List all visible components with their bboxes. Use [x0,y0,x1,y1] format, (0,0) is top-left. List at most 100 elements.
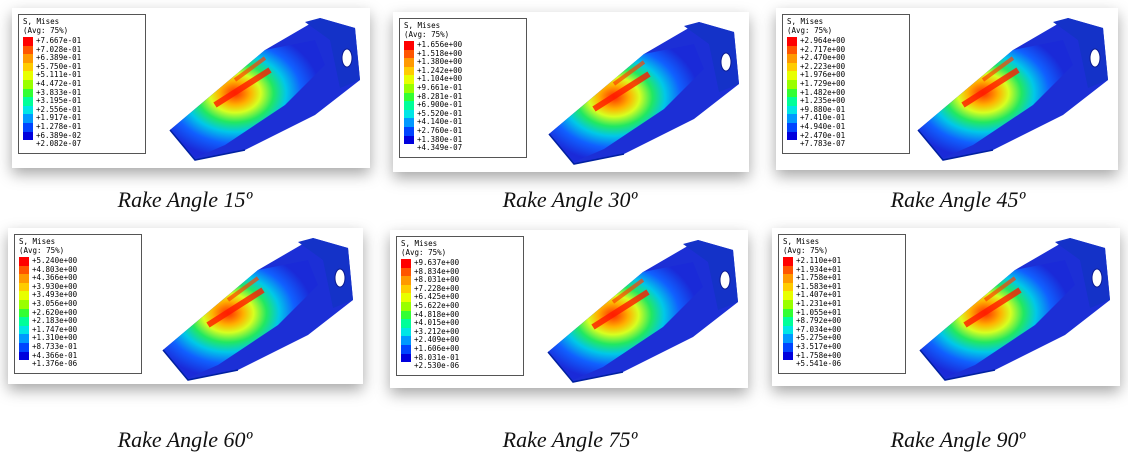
legend-swatch [783,334,793,343]
legend-swatch [783,360,793,369]
legend-swatch [401,311,411,320]
legend-swatch [401,336,411,345]
legend-swatch [19,317,29,326]
legend-swatch [401,319,411,328]
legend: S, Mises(Avg: 75%)+9.637e+00+8.834e+00+8… [396,236,524,376]
stress-contour-image [533,232,743,387]
legend-swatch [23,89,33,98]
legend-swatch [783,309,793,318]
legend-swatch [783,266,793,275]
legend-average: (Avg: 75%) [401,249,519,258]
legend-rows: +1.656e+00+1.518e+00+1.380e+00+1.242e+00… [404,41,522,153]
legend: S, Mises(Avg: 75%)+7.667e-01+7.028e-01+6… [18,14,146,154]
legend-swatch [19,274,29,283]
legend-average: (Avg: 75%) [404,31,522,40]
legend-swatch [787,54,797,63]
legend-swatch [787,132,797,141]
panel-card: S, Mises(Avg: 75%)+7.667e-01+7.028e-01+6… [12,8,370,168]
stress-contour-image [905,230,1115,385]
legend-swatch [23,106,33,115]
legend-swatch [23,80,33,89]
legend-swatch [19,300,29,309]
legend-swatch [783,274,793,283]
panel-card: S, Mises(Avg: 75%)+1.656e+00+1.518e+00+1… [393,12,749,172]
panel-card: S, Mises(Avg: 75%)+2.964e+00+2.717e+00+2… [776,8,1118,170]
legend-swatch [401,259,411,268]
legend-swatch [19,343,29,352]
figure: S, Mises(Avg: 75%)+7.667e-01+7.028e-01+6… [0,0,1128,457]
legend-value: +2.530e-06 [414,362,459,371]
legend-swatch [404,67,414,76]
legend-swatch [401,276,411,285]
stress-contour-image [148,230,358,385]
legend-swatch [401,285,411,294]
panel-card: S, Mises(Avg: 75%)+5.240e+00+4.803e+00+4… [8,228,363,384]
legend-rows: +2.964e+00+2.717e+00+2.470e+00+2.223e+00… [787,37,905,149]
legend-swatch [19,266,29,275]
legend-swatch [404,41,414,50]
legend-swatch [783,343,793,352]
legend-row: +1.376e-06 [19,360,137,369]
legend-row: +5.541e-06 [783,360,901,369]
caption: Rake Angle 30º [400,187,740,213]
legend-swatch [783,283,793,292]
legend-swatch [787,140,797,149]
legend-swatch [19,326,29,335]
legend-swatch [401,268,411,277]
legend-swatch [404,58,414,67]
legend-swatch [787,114,797,123]
legend-average: (Avg: 75%) [787,27,905,36]
legend-swatch [783,257,793,266]
legend-swatch [783,317,793,326]
legend-swatch [19,334,29,343]
legend-swatch [404,50,414,59]
legend-value: +7.783e-07 [800,140,845,149]
part-image [155,10,365,170]
legend-swatch [23,132,33,141]
legend-rows: +2.110e+01+1.934e+01+1.758e+01+1.583e+01… [783,257,901,369]
legend-swatch [401,302,411,311]
caption: Rake Angle 75º [400,427,740,453]
legend-swatch [401,328,411,337]
legend-row: +2.530e-06 [401,362,519,371]
panel-card: S, Mises(Avg: 75%)+2.110e+01+1.934e+01+1… [772,228,1120,386]
legend-row: +4.349e-07 [404,144,522,153]
legend-swatch [783,352,793,361]
caption: Rake Angle 15º [15,187,355,213]
legend-swatch [787,89,797,98]
legend-swatch [19,257,29,266]
legend-swatch [787,46,797,55]
legend-swatch [787,63,797,72]
legend-swatch [787,106,797,115]
legend-swatch [404,118,414,127]
part-image [534,14,744,174]
legend-swatch [401,345,411,354]
legend-swatch [783,291,793,300]
legend-swatch [401,362,411,371]
legend-swatch [23,97,33,106]
part-image [148,230,358,390]
stress-contour-image [155,10,365,165]
legend-rows: +9.637e+00+8.834e+00+8.031e+00+7.228e+00… [401,259,519,371]
legend: S, Mises(Avg: 75%)+1.656e+00+1.518e+00+1… [399,18,527,158]
legend-rows: +7.667e-01+7.028e-01+6.389e-01+5.750e-01… [23,37,141,149]
legend-swatch [404,75,414,84]
legend-swatch [404,127,414,136]
legend-swatch [19,291,29,300]
legend-swatch [23,63,33,72]
legend-swatch [787,97,797,106]
legend-swatch [404,93,414,102]
panel-card: S, Mises(Avg: 75%)+9.637e+00+8.834e+00+8… [390,230,748,388]
legend-swatch [19,283,29,292]
legend-swatch [23,54,33,63]
legend-average: (Avg: 75%) [783,247,901,256]
legend-value: +5.541e-06 [796,360,841,369]
legend-swatch [787,123,797,132]
legend-swatch [23,114,33,123]
legend-swatch [19,352,29,361]
legend-swatch [404,144,414,153]
legend-value: +4.349e-07 [417,144,462,153]
legend-average: (Avg: 75%) [23,27,141,36]
legend: S, Mises(Avg: 75%)+2.964e+00+2.717e+00+2… [782,14,910,154]
legend-swatch [783,300,793,309]
